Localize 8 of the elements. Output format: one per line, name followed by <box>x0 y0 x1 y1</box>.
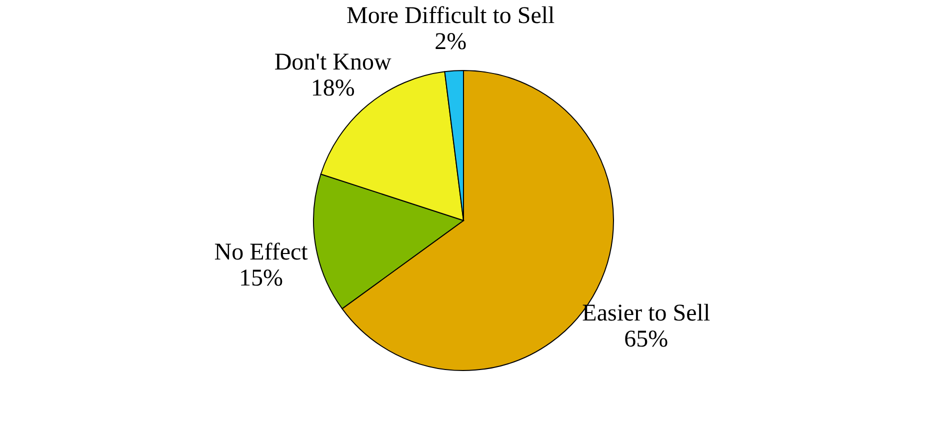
data-label: 18% <box>310 76 355 102</box>
slice-label: Easier to Sell <box>582 300 710 327</box>
data-label: 65% <box>624 326 668 353</box>
slice-label: No Effect <box>214 240 308 266</box>
slice-label: More Difficult to Sell <box>346 2 556 29</box>
data-label: 15% <box>239 266 284 292</box>
slice-label: Don't Know <box>274 50 392 76</box>
data-label: 2% <box>434 28 467 55</box>
